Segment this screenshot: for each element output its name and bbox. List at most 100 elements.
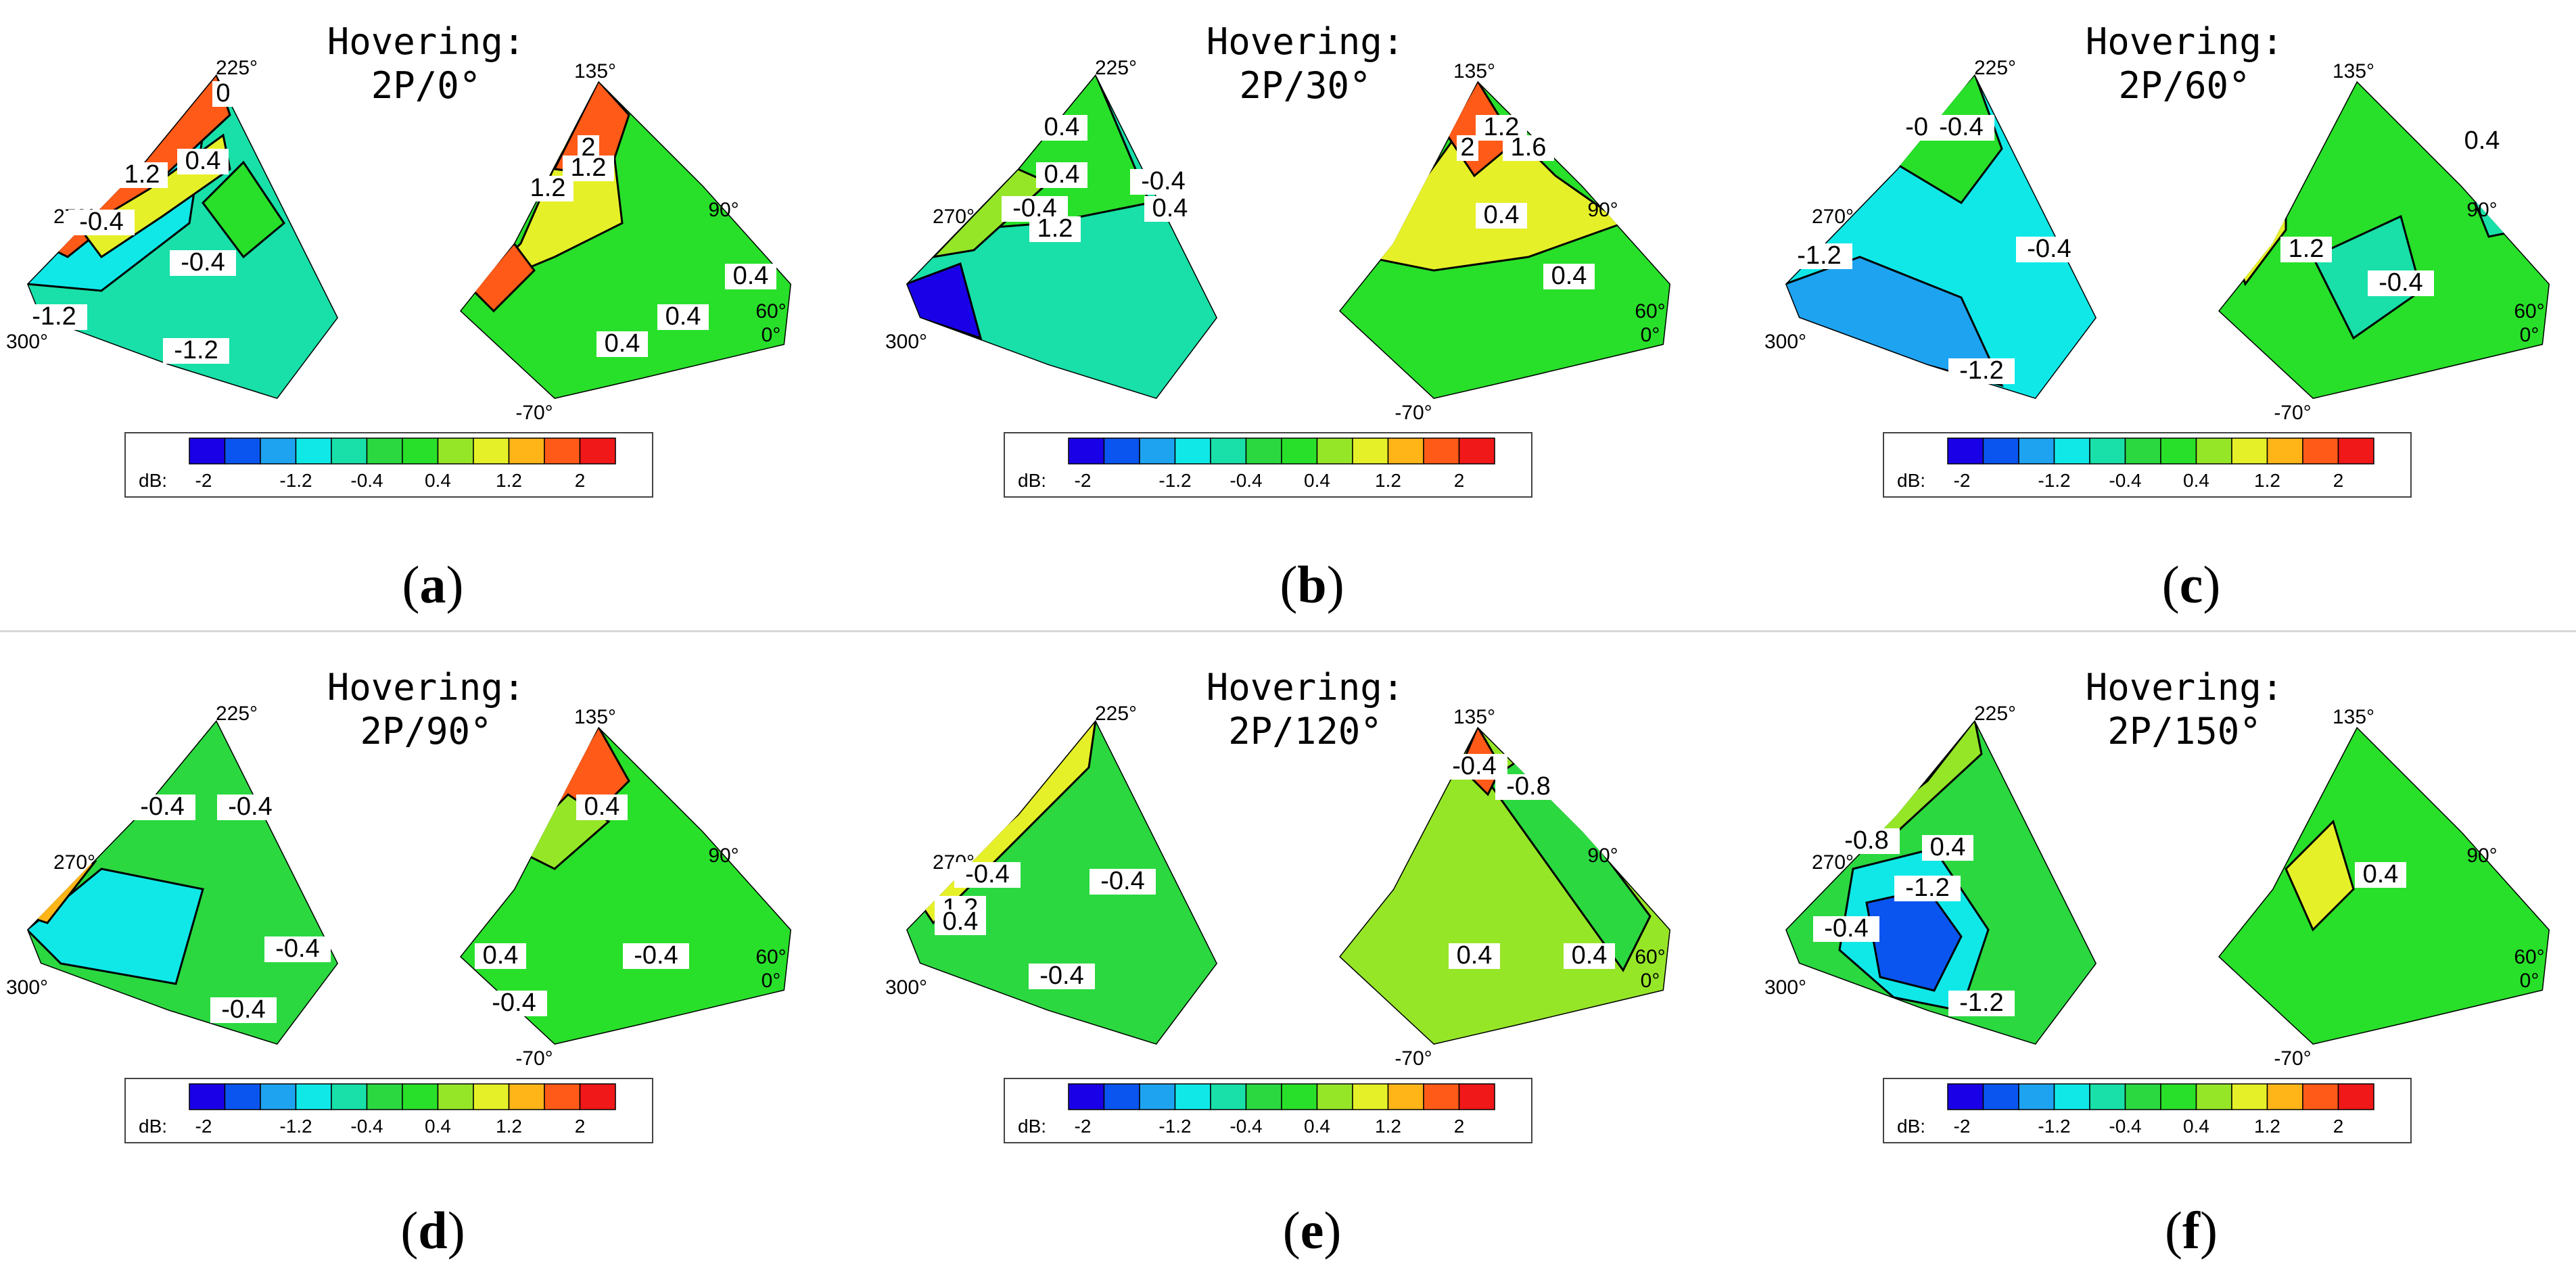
colorbar-swatch [2195, 437, 2232, 465]
azimuth-label: 90° [2466, 845, 2497, 867]
colorbar-swatch [1387, 1083, 1424, 1110]
level-label-bg [116, 162, 168, 188]
level-label-bg [170, 250, 236, 276]
colorbar-swatch [1281, 437, 1318, 465]
colorbar-swatch [1947, 1083, 1984, 1110]
subfigure-caption: (a) [402, 555, 464, 614]
colorbar-unit: dB: [139, 1116, 167, 1137]
colorbar-swatch [2018, 437, 2055, 465]
contour-level-label: 0.4 [1044, 160, 1080, 189]
colorbar-swatch [295, 437, 332, 465]
colorbar-swatch [1982, 1083, 2019, 1110]
panel-title-prefix: Hovering: [1207, 20, 1405, 63]
colorbar-tick: 2 [2333, 1116, 2344, 1137]
colorbar-swatch [1281, 1083, 1318, 1110]
level-label-bg [264, 936, 331, 962]
colorbar-tick: 2 [575, 470, 586, 491]
azimuth-label: 300° [1764, 331, 1806, 353]
level-label-bg [212, 81, 234, 107]
azimuth-label: -70° [515, 402, 553, 424]
colorbar-swatch [1316, 437, 1353, 465]
azimuth-label: 0° [1641, 970, 1660, 992]
level-label-bg [163, 338, 229, 364]
colorbar-swatch [402, 1083, 439, 1110]
azimuth-label: 225° [1974, 57, 2016, 79]
colorbar-unit: dB: [1897, 470, 1925, 491]
azimuth-label: 135° [1453, 706, 1495, 728]
contour-level-label: -0.4 [275, 934, 319, 963]
level-label-bg [1813, 916, 1879, 942]
azimuth-label: -70° [2274, 402, 2311, 424]
colorbar-swatch [2124, 1083, 2161, 1110]
level-label-bg [2355, 862, 2406, 888]
azimuth-label: 0° [762, 970, 781, 992]
contour-svg: Hovering:2P/60° 225° 270° 300° 135° 90° 60°0° -… [1764, 20, 2550, 498]
contour-level-label: 0.4 [943, 907, 979, 936]
colorbar-swatch [295, 1083, 332, 1110]
panel-title-prefix: Hovering: [327, 666, 525, 709]
contour-level-label: -1.2 [174, 336, 218, 364]
contour-level-label: -0.4 [140, 792, 184, 821]
colorbar-tick: 1.2 [2254, 470, 2280, 491]
colorbar-tick: 2 [1454, 1116, 1465, 1137]
level-label-bg [1948, 991, 2015, 1016]
level-label-bg [1476, 203, 1527, 229]
contour-level-label: 1.2 [530, 174, 566, 202]
level-label-bg [1894, 876, 1961, 901]
panel-config: 2P/60° [2118, 64, 2250, 107]
contour-level-label: 1.2 [571, 153, 607, 182]
level-label-bg [1503, 135, 1554, 161]
colorbar-swatch [508, 437, 545, 465]
colorbar-swatch [1423, 1083, 1460, 1110]
contour-level-label: -0.4 [1039, 962, 1083, 990]
level-label-bg [210, 997, 277, 1023]
contour-level-label: -0.4 [965, 860, 1009, 888]
contour-level-label: 1.2 [1037, 214, 1073, 243]
contour-svg: Hovering:2P/0°225°270°300°135°90°60°0°-7… [6, 20, 791, 498]
colorbar-swatch [1068, 1083, 1105, 1110]
colorbar-tick: 1.2 [496, 1116, 522, 1137]
contour-level-label: 0.4 [1930, 833, 1966, 861]
level-label-bg [1922, 835, 1973, 861]
colorbar-swatch [1458, 437, 1495, 465]
azimuth-label: 90° [2466, 199, 2497, 221]
level-label-bg [1928, 115, 1994, 141]
contour-level-label: 2 [1460, 133, 1474, 162]
subfigure-caption: (f) [2165, 1201, 2218, 1260]
colorbar-tick: -1.2 [279, 1116, 312, 1137]
colorbar-tick: 0.4 [425, 470, 451, 491]
contour-level-label: 0.4 [483, 941, 519, 970]
colorbar-swatch [260, 437, 297, 465]
level-label-bg [657, 304, 709, 330]
colorbar-tick: -2 [1954, 470, 1971, 491]
contour-level-label: -0.4 [1452, 752, 1496, 780]
colorbar-swatch [1352, 437, 1389, 465]
azimuth-label: 60° [2514, 946, 2544, 968]
contour-level-label: 0.4 [1572, 941, 1608, 970]
colorbar-swatch [2337, 1083, 2374, 1110]
colorbar-swatch [473, 437, 510, 465]
colorbar-tick: -2 [1954, 1116, 1971, 1137]
colorbar-swatch [2018, 1083, 2055, 1110]
colorbar-unit: dB: [139, 470, 167, 491]
level-label-bg [1495, 774, 1562, 800]
colorbar-swatch [189, 1083, 226, 1110]
colorbar-swatch [1316, 1083, 1353, 1110]
level-label-bg [129, 794, 195, 820]
azimuth-label: 225° [1095, 57, 1137, 79]
panel-config: 2P/0° [371, 64, 482, 107]
colorbar-tick: 1.2 [1375, 470, 1401, 491]
colorbar-tick: -0.4 [2109, 470, 2141, 491]
contour-region [27, 868, 204, 985]
level-label-bg [475, 943, 526, 969]
contour-level-label: -0.4 [79, 208, 123, 236]
colorbar-swatch [2053, 1083, 2090, 1110]
level-label-bg [21, 304, 87, 330]
colorbar-swatch [1947, 437, 1984, 465]
level-label-bg [2016, 237, 2082, 262]
colorbar-tick: 0.4 [2183, 1116, 2209, 1137]
colorbar-swatch [544, 1083, 581, 1110]
colorbar-swatch [1210, 1083, 1247, 1110]
colorbar-swatch [2089, 437, 2126, 465]
azimuth-label: 225° [216, 703, 258, 725]
